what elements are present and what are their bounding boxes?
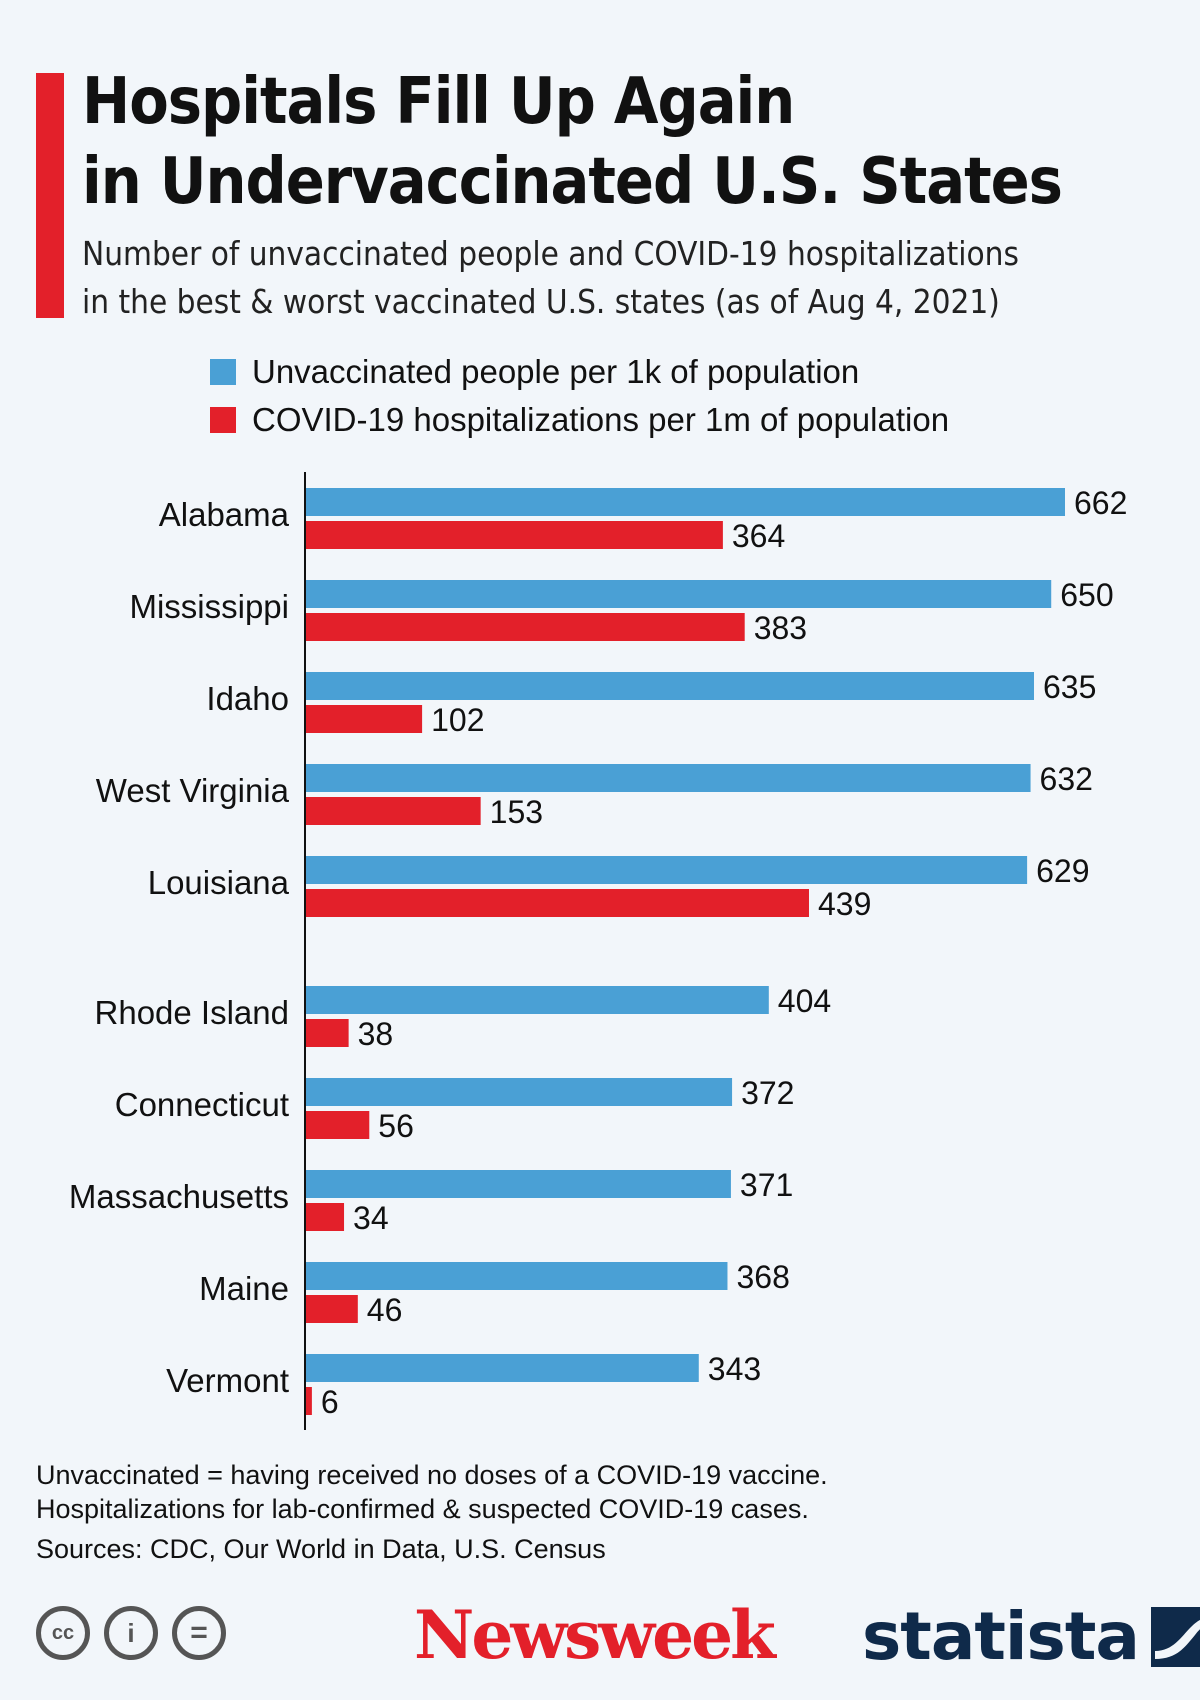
value-label-unvaccinated-mississippi: 650 — [1060, 577, 1113, 613]
value-label-hospitalizations-mississippi: 383 — [754, 610, 807, 646]
bar-hospitalizations-mississippi — [305, 613, 745, 641]
bar-unvaccinated-rhode-island — [305, 986, 769, 1014]
bar-unvaccinated-maine — [305, 1262, 728, 1290]
value-label-unvaccinated-louisiana: 629 — [1036, 853, 1089, 889]
value-label-hospitalizations-connecticut: 56 — [378, 1108, 414, 1144]
category-label-mississippi: Mississippi — [129, 588, 289, 625]
bar-unvaccinated-vermont — [305, 1354, 699, 1382]
title-accent-bar — [36, 73, 64, 318]
value-label-hospitalizations-vermont: 6 — [321, 1384, 339, 1420]
category-label-massachusetts: Massachusetts — [69, 1178, 289, 1215]
value-label-unvaccinated-west-virginia: 632 — [1040, 761, 1093, 797]
category-label-alabama: Alabama — [159, 496, 290, 533]
value-label-unvaccinated-alabama: 662 — [1074, 485, 1127, 521]
bar-hospitalizations-west-virginia — [305, 797, 481, 825]
legend-item-unvaccinated: Unvaccinated people per 1k of population — [210, 348, 949, 396]
value-label-unvaccinated-maine: 368 — [736, 1259, 789, 1295]
value-label-unvaccinated-connecticut: 372 — [741, 1075, 794, 1111]
value-label-hospitalizations-louisiana: 439 — [818, 886, 871, 922]
value-label-hospitalizations-massachusetts: 34 — [353, 1200, 389, 1236]
bar-unvaccinated-west-virginia — [305, 764, 1031, 792]
category-label-rhode-island: Rhode Island — [95, 994, 289, 1031]
value-label-hospitalizations-maine: 46 — [367, 1292, 403, 1328]
value-label-hospitalizations-alabama: 364 — [732, 518, 785, 554]
license-icons: cc i = — [36, 1606, 226, 1660]
subtitle-line-1: Number of unvaccinated people and COVID-… — [82, 234, 1019, 273]
bar-hospitalizations-alabama — [305, 521, 723, 549]
bar-hospitalizations-louisiana — [305, 889, 809, 917]
bar-hospitalizations-vermont — [305, 1387, 312, 1415]
legend-swatch-hospitalizations — [210, 407, 236, 433]
value-label-hospitalizations-idaho: 102 — [431, 702, 484, 738]
category-label-vermont: Vermont — [166, 1362, 289, 1399]
footnotes: Unvaccinated = having received no doses … — [36, 1458, 828, 1566]
bar-hospitalizations-idaho — [305, 705, 423, 733]
bar-unvaccinated-alabama — [305, 488, 1065, 516]
value-label-unvaccinated-vermont: 343 — [708, 1351, 761, 1387]
value-label-hospitalizations-rhode-island: 38 — [358, 1016, 394, 1052]
legend: Unvaccinated people per 1k of population… — [210, 348, 949, 444]
noderivs-icon[interactable]: = — [172, 1606, 226, 1660]
note-unvaccinated-definition: Unvaccinated = having received no doses … — [36, 1460, 828, 1490]
bar-unvaccinated-connecticut — [305, 1078, 733, 1106]
category-label-maine: Maine — [199, 1270, 289, 1307]
note-hospitalizations-definition: Hospitalizations for lab-confirmed & sus… — [36, 1494, 809, 1524]
bar-unvaccinated-louisiana — [305, 856, 1028, 884]
category-label-west-virginia: West Virginia — [96, 772, 290, 809]
value-label-unvaccinated-idaho: 635 — [1043, 669, 1096, 705]
legend-label-hospitalizations: COVID-19 hospitalizations per 1m of popu… — [252, 401, 950, 438]
value-label-unvaccinated-rhode-island: 404 — [778, 983, 831, 1019]
newsweek-logo[interactable]: Newsweek — [414, 1596, 776, 1674]
bar-hospitalizations-rhode-island — [305, 1019, 349, 1047]
attribution-icon[interactable]: i — [104, 1606, 158, 1660]
bar-unvaccinated-massachusetts — [305, 1170, 731, 1198]
legend-swatch-unvaccinated — [210, 359, 236, 385]
statista-wordmark: statista — [862, 1598, 1140, 1675]
category-label-connecticut: Connecticut — [115, 1086, 289, 1123]
bar-unvaccinated-idaho — [305, 672, 1035, 700]
value-label-hospitalizations-west-virginia: 153 — [490, 794, 543, 830]
legend-item-hospitalizations: COVID-19 hospitalizations per 1m of popu… — [210, 396, 949, 444]
chart-title: Hospitals Fill Up Again in Undervaccinat… — [82, 62, 1063, 222]
cc-icon[interactable]: cc — [36, 1606, 90, 1660]
bar-hospitalizations-maine — [305, 1295, 358, 1323]
category-label-idaho: Idaho — [206, 680, 289, 717]
bar-chart: Alabama 662 364 Mississippi 650 383 Idaho 635 10… — [69, 472, 1127, 1430]
bar-unvaccinated-mississippi — [305, 580, 1052, 608]
title-line-1: Hospitals Fill Up Again — [82, 65, 795, 139]
value-label-unvaccinated-massachusetts: 371 — [740, 1167, 793, 1203]
chart-subtitle: Number of unvaccinated people and COVID-… — [82, 230, 1019, 326]
subtitle-line-2: in the best & worst vaccinated U.S. stat… — [82, 282, 1000, 321]
category-label-louisiana: Louisiana — [148, 864, 290, 901]
statista-mark-icon — [1150, 1606, 1200, 1667]
statista-logo[interactable]: statista — [862, 1598, 1200, 1675]
legend-label-unvaccinated: Unvaccinated people per 1k of population — [252, 353, 860, 390]
bar-hospitalizations-connecticut — [305, 1111, 370, 1139]
bar-hospitalizations-massachusetts — [305, 1203, 345, 1231]
sources: Sources: CDC, Our World in Data, U.S. Ce… — [36, 1534, 606, 1564]
title-line-2: in Undervaccinated U.S. States — [82, 145, 1063, 219]
